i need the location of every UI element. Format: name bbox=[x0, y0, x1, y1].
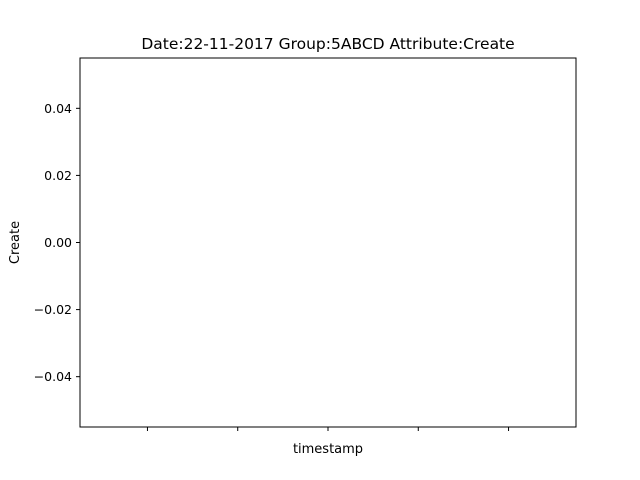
y-tick-label: −0.02 bbox=[34, 302, 72, 317]
chart-title: Date:22-11-2017 Group:5ABCD Attribute:Cr… bbox=[141, 35, 514, 53]
y-axis: 0.04 0.02 0.00 −0.02 −0.04 bbox=[34, 101, 80, 384]
y-tick-label: 0.04 bbox=[44, 101, 72, 116]
x-axis-label: timestamp bbox=[293, 442, 363, 457]
y-tick-label: −0.04 bbox=[34, 369, 72, 384]
y-tick-label: 0.00 bbox=[44, 235, 72, 250]
y-axis-label: Create bbox=[8, 221, 23, 264]
y-tick-label: 0.02 bbox=[44, 168, 72, 183]
x-axis bbox=[146, 427, 510, 431]
